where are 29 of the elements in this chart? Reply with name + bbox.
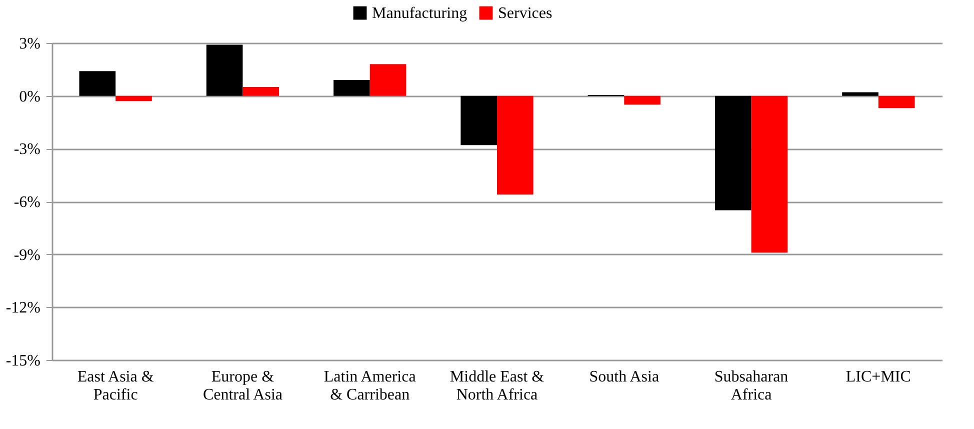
y-tick-label: -9% <box>14 246 40 264</box>
bar <box>714 96 752 210</box>
y-tick-label: -6% <box>14 194 40 211</box>
bar <box>334 80 370 96</box>
bar <box>878 96 915 108</box>
bar <box>79 71 116 96</box>
x-tick-label: Middle East & North Africa <box>450 368 545 404</box>
y-tick-label: 0% <box>19 88 40 106</box>
y-tick-label: -15% <box>6 352 40 370</box>
x-tick-label: Latin America & Carribean <box>324 368 416 404</box>
legend-label: Services <box>498 5 552 22</box>
x-tick-label: Europe & Central Asia <box>202 368 282 404</box>
x-tick-label: South Asia <box>589 368 660 386</box>
y-tick-label: 3% <box>19 36 40 52</box>
bar <box>242 87 280 96</box>
bar <box>751 96 788 253</box>
bar <box>624 96 660 105</box>
bar <box>370 64 406 96</box>
bar <box>497 96 534 194</box>
bar <box>842 92 878 96</box>
y-tick-label: -12% <box>6 300 40 317</box>
bar <box>206 44 243 96</box>
x-tick-label: LIC+MIC <box>846 368 911 386</box>
y-tick-label: -3% <box>14 141 40 158</box>
x-tick-label: Subsaharan Africa <box>714 368 788 404</box>
bar <box>460 96 497 146</box>
legend-label: Manufacturing <box>372 5 468 22</box>
bar <box>116 96 152 102</box>
x-tick-label: East Asia & Pacific <box>77 368 154 404</box>
